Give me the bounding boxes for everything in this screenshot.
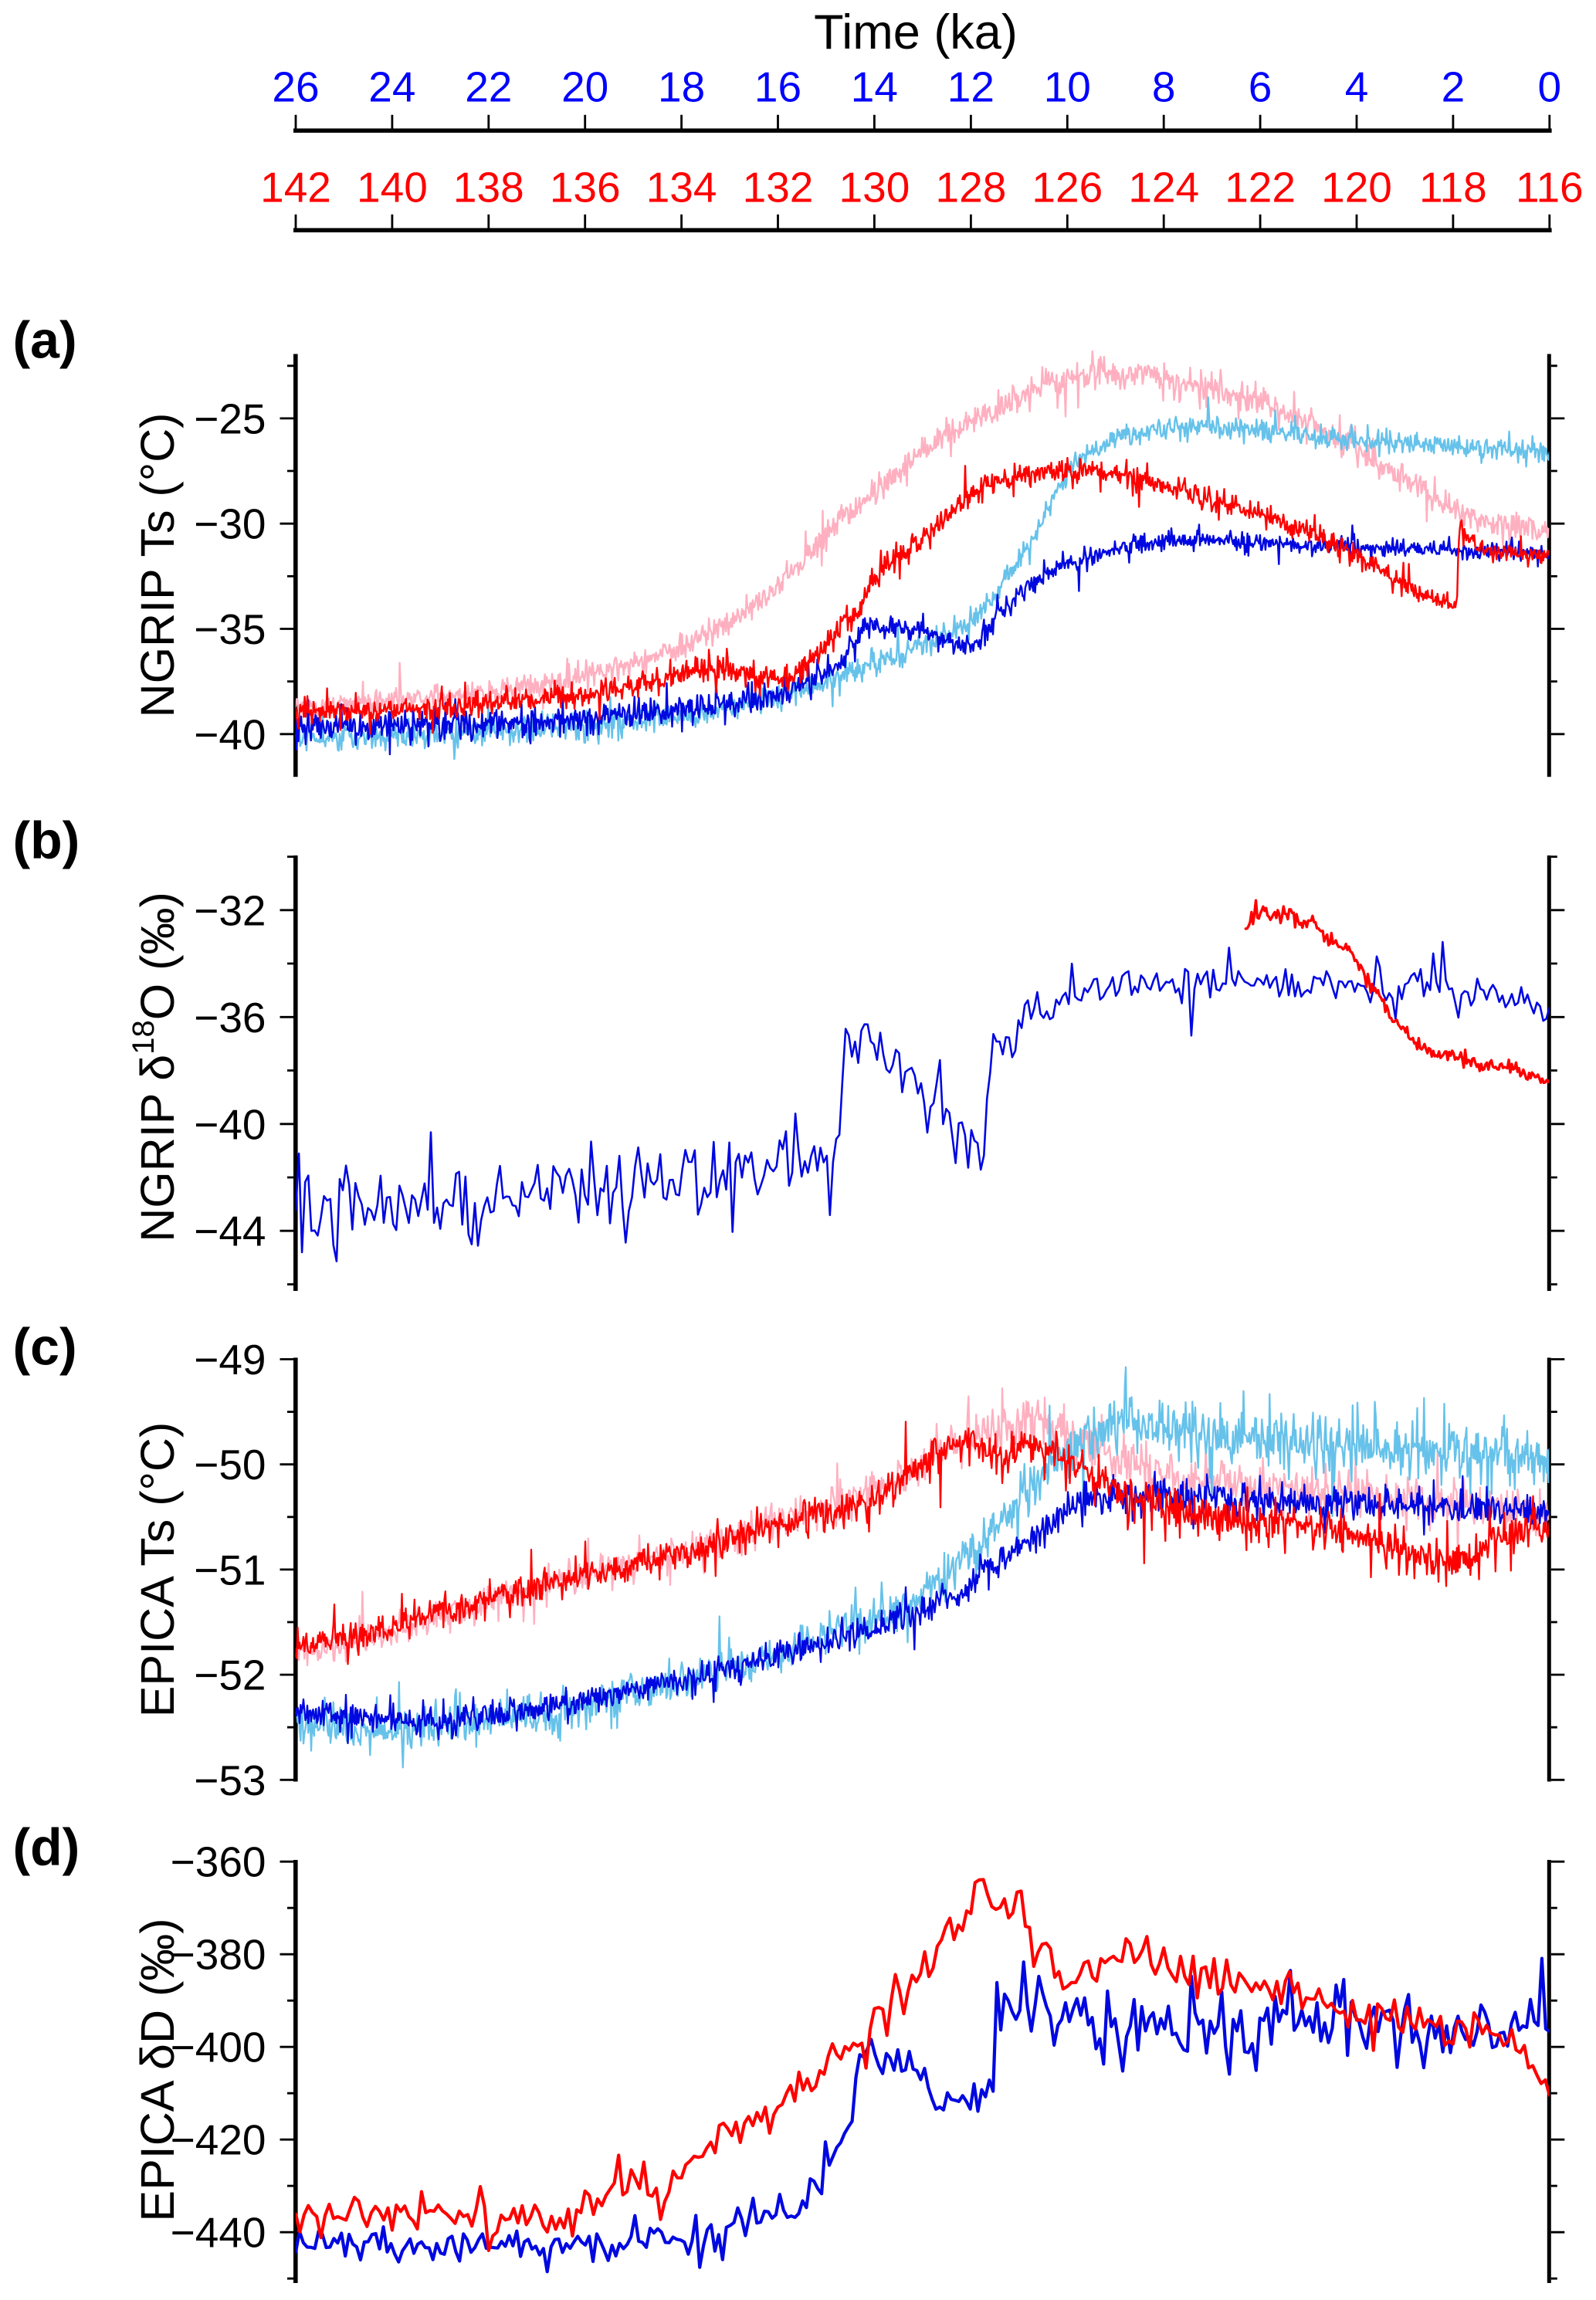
svg-text:140: 140 <box>357 164 428 212</box>
svg-text:10: 10 <box>1044 63 1091 111</box>
svg-text:−32: −32 <box>194 886 266 934</box>
svg-text:6: 6 <box>1249 63 1272 111</box>
svg-text:−35: −35 <box>194 605 266 653</box>
svg-text:24: 24 <box>368 63 415 111</box>
svg-text:−25: −25 <box>194 395 266 442</box>
svg-text:138: 138 <box>453 164 524 212</box>
svg-text:Time (ka): Time (ka) <box>814 5 1018 59</box>
svg-text:134: 134 <box>646 164 717 212</box>
svg-text:142: 142 <box>260 164 331 212</box>
svg-text:136: 136 <box>550 164 621 212</box>
svg-text:0: 0 <box>1538 63 1562 111</box>
svg-text:16: 16 <box>754 63 801 111</box>
svg-text:128: 128 <box>936 164 1007 212</box>
svg-text:130: 130 <box>839 164 910 212</box>
svg-text:26: 26 <box>272 63 319 111</box>
svg-text:118: 118 <box>1419 164 1487 212</box>
svg-text:116: 116 <box>1516 164 1584 212</box>
svg-text:−400: −400 <box>171 2024 266 2071</box>
svg-text:−360: −360 <box>171 1838 266 1886</box>
svg-text:8: 8 <box>1152 63 1176 111</box>
svg-text:(b): (b) <box>13 811 80 869</box>
svg-text:2: 2 <box>1442 63 1466 111</box>
svg-text:132: 132 <box>743 164 814 212</box>
svg-text:−52: −52 <box>194 1651 266 1699</box>
svg-text:4: 4 <box>1345 63 1369 111</box>
svg-text:−40: −40 <box>194 710 266 758</box>
svg-text:20: 20 <box>561 63 608 111</box>
svg-text:−51: −51 <box>194 1546 266 1594</box>
svg-text:120: 120 <box>1321 164 1392 212</box>
svg-text:−36: −36 <box>194 994 266 1042</box>
svg-text:14: 14 <box>851 63 898 111</box>
svg-text:−44: −44 <box>194 1208 266 1255</box>
svg-text:126: 126 <box>1032 164 1103 212</box>
svg-text:(c): (c) <box>13 1317 77 1376</box>
svg-text:−40: −40 <box>194 1100 266 1148</box>
svg-text:−380: −380 <box>171 1931 266 1979</box>
svg-text:NGRIP Ts (°C): NGRIP Ts (°C) <box>131 413 184 718</box>
svg-text:(d): (d) <box>13 1817 80 1876</box>
svg-text:−440: −440 <box>171 2209 266 2257</box>
svg-text:(a): (a) <box>13 310 77 369</box>
svg-text:−50: −50 <box>194 1441 266 1489</box>
svg-text:−49: −49 <box>194 1336 266 1384</box>
svg-text:18: 18 <box>658 63 705 111</box>
svg-text:−420: −420 <box>171 2116 266 2164</box>
svg-text:124: 124 <box>1128 164 1199 212</box>
svg-text:−53: −53 <box>194 1756 266 1804</box>
svg-text:NGRIP δ18O (‰): NGRIP δ18O (‰) <box>127 892 184 1242</box>
svg-text:12: 12 <box>947 63 995 111</box>
svg-text:122: 122 <box>1225 164 1296 212</box>
svg-text:EPICA δD (‰): EPICA δD (‰) <box>131 1918 184 2221</box>
svg-text:EPICA Ts (°C): EPICA Ts (°C) <box>131 1422 184 1718</box>
svg-text:22: 22 <box>465 63 512 111</box>
svg-text:−30: −30 <box>194 500 266 548</box>
